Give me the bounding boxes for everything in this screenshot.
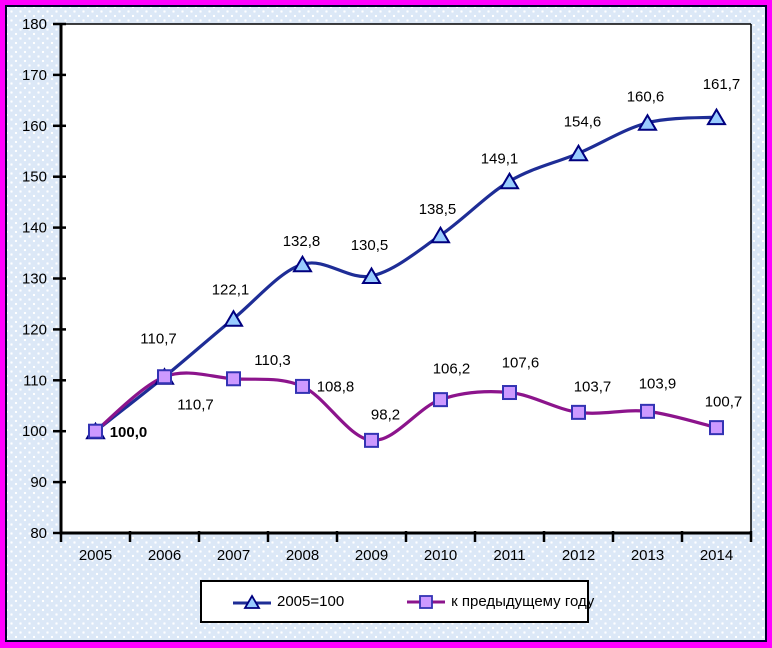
svg-text:2005: 2005 (79, 547, 112, 564)
svg-text:107,6: 107,6 (502, 355, 540, 372)
svg-text:2008: 2008 (286, 547, 319, 564)
legend-label-yoy-series: к предыдущему году (451, 593, 595, 610)
svg-text:130: 130 (22, 271, 47, 288)
svg-text:103,7: 103,7 (574, 378, 612, 395)
svg-text:98,2: 98,2 (371, 406, 400, 423)
svg-text:2010: 2010 (424, 547, 457, 564)
svg-text:170: 170 (22, 67, 47, 84)
legend-item-index-series: 2005=100 (232, 593, 344, 610)
svg-text:154,6: 154,6 (564, 113, 602, 130)
svg-text:132,8: 132,8 (283, 233, 321, 250)
svg-text:108,8: 108,8 (317, 378, 355, 395)
svg-text:122,1: 122,1 (212, 282, 250, 299)
svg-text:130,5: 130,5 (351, 237, 389, 254)
legend-item-yoy-series: к предыдущему году (406, 593, 594, 610)
svg-text:110,3: 110,3 (254, 352, 290, 369)
svg-text:2014: 2014 (700, 547, 733, 564)
svg-text:100: 100 (22, 423, 47, 440)
chart-panel: 180 170 160 150 140 130 120 110 100 90 80 2005 2006 2… (5, 5, 767, 642)
svg-text:120: 120 (22, 321, 47, 338)
chart-plot: 180 170 160 150 140 130 120 110 100 90 80 2005 2006 2… (22, 16, 753, 564)
svg-text:138,5: 138,5 (419, 201, 457, 218)
svg-text:140: 140 (22, 220, 47, 237)
svg-text:150: 150 (22, 169, 47, 186)
legend-label-index-series: 2005=100 (277, 593, 345, 610)
svg-text:100,0: 100,0 (110, 424, 148, 441)
svg-text:90: 90 (30, 474, 47, 491)
triangle-series-swatch-icon (233, 593, 271, 609)
legend: 2005=100 к предыдущему году (200, 580, 594, 623)
svg-text:180: 180 (22, 16, 47, 33)
svg-text:149,1: 149,1 (481, 150, 519, 167)
svg-text:2013: 2013 (631, 547, 664, 564)
svg-text:80: 80 (30, 525, 47, 542)
svg-text:2009: 2009 (355, 547, 388, 564)
svg-text:160: 160 (22, 118, 47, 135)
svg-text:2012: 2012 (562, 547, 595, 564)
svg-text:161,7: 161,7 (703, 76, 741, 93)
svg-text:110,7: 110,7 (140, 331, 176, 348)
svg-text:103,9: 103,9 (639, 375, 677, 392)
svg-text:100,7: 100,7 (705, 394, 743, 411)
svg-text:160,6: 160,6 (627, 89, 665, 106)
square-series-swatch-icon (407, 594, 446, 609)
svg-text:106,2: 106,2 (433, 361, 471, 378)
svg-text:110: 110 (23, 372, 47, 389)
svg-text:2011: 2011 (493, 547, 525, 564)
svg-text:2007: 2007 (217, 547, 250, 564)
svg-text:2006: 2006 (148, 547, 181, 564)
svg-text:110,7: 110,7 (177, 397, 213, 414)
